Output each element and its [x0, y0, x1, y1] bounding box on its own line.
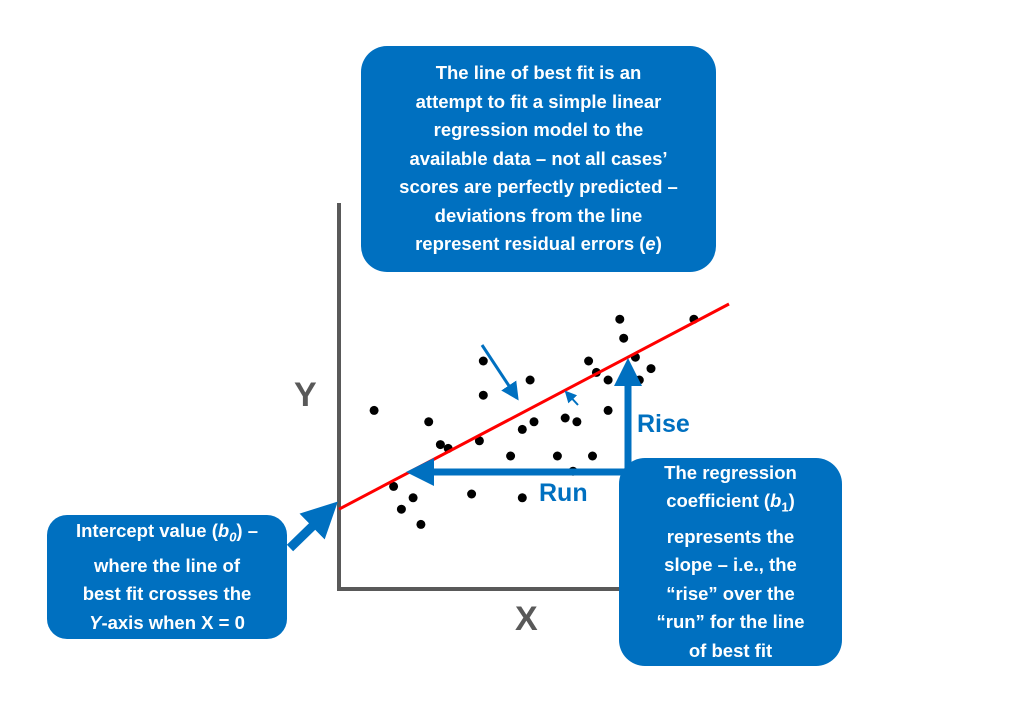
data-point-26 — [603, 375, 613, 385]
residual-symbol: e — [645, 233, 656, 255]
data-point-10 — [474, 436, 484, 446]
callout-intercept: Intercept value (b0) – where the line of… — [47, 515, 287, 639]
callout-best-fit: The line of best fit is an attempt to fi… — [361, 46, 716, 272]
callout-coefficient-line-4: slope – i.e., the — [664, 554, 797, 576]
callout-best-fit-line-3: regression model to the — [433, 119, 644, 141]
callout-coefficient-line-2b: ) — [788, 490, 795, 512]
data-point-2 — [389, 481, 399, 491]
data-point-30 — [634, 375, 644, 385]
callout-intercept-line-4: Y-axis when X = 0 — [76, 609, 258, 638]
callout-coefficient: The regression coefficient (b1) represen… — [619, 458, 842, 666]
x-axis-label: X — [515, 600, 538, 638]
data-point-21 — [572, 417, 582, 427]
best-fit-line — [338, 302, 730, 511]
data-point-1 — [369, 405, 379, 415]
residual-arrow-small — [564, 390, 579, 406]
callout-best-fit-line-1: The line of best fit is an — [435, 62, 642, 84]
run-label: Run — [539, 479, 588, 507]
callout-best-fit-line-2: attempt to fit a simple linear — [415, 90, 662, 112]
callout-intercept-line-3: best fit crosses the — [82, 583, 252, 605]
callout-intercept-line-1: Intercept value (b0) – — [76, 517, 258, 552]
data-point-31 — [646, 364, 656, 374]
callout-coefficient-line-2: coefficient (b1) — [657, 487, 805, 522]
callout-best-fit-line-7-tail: ) — [655, 233, 662, 255]
data-point-9 — [467, 489, 477, 499]
data-point-4 — [408, 493, 418, 503]
callout-intercept-line-1a: Intercept value ( — [75, 519, 218, 541]
callout-intercept-line-2: where the line of — [94, 554, 240, 576]
callout-intercept-line-4-rest: -axis when X = 0 — [101, 611, 245, 633]
callout-coefficient-line-2a: coefficient ( — [666, 490, 771, 512]
callout-best-fit-line-6: deviations from the line — [434, 204, 643, 226]
data-point-12 — [478, 390, 488, 400]
residual-arrow — [480, 344, 519, 401]
intercept-arrow — [286, 501, 338, 552]
y-axis-label: Y — [294, 376, 317, 414]
data-point-22 — [584, 356, 594, 366]
data-point-16 — [525, 375, 535, 385]
coefficient-subscript: 1 — [781, 500, 789, 516]
data-point-6 — [424, 417, 434, 427]
data-point-23 — [588, 451, 597, 461]
callout-best-fit-line-7: represent residual errors (e) — [399, 230, 678, 259]
callout-best-fit-line-7-text: represent residual errors ( — [415, 233, 646, 255]
data-point-14 — [517, 493, 527, 503]
data-point-18 — [552, 451, 562, 461]
data-point-17 — [529, 417, 539, 427]
data-point-11 — [478, 356, 488, 366]
callout-coefficient-line-6: “run” for the line — [656, 611, 805, 633]
callout-best-fit-line-4: available data – not all cases’ — [409, 147, 668, 169]
data-point-27 — [615, 314, 625, 324]
y-axis-symbol: Y — [89, 611, 102, 633]
data-point-19 — [560, 413, 570, 423]
data-point-28 — [619, 333, 629, 343]
data-point-5 — [416, 519, 426, 529]
callout-coefficient-line-7: of best fit — [688, 639, 773, 661]
callout-coefficient-line-5: “rise” over the — [666, 582, 795, 604]
callout-coefficient-line-1: The regression — [664, 461, 797, 483]
data-point-13 — [506, 451, 516, 461]
data-points — [369, 314, 699, 529]
data-point-25 — [603, 405, 613, 415]
intercept-symbol: b — [217, 519, 230, 541]
callout-coefficient-line-3: represents the — [666, 525, 795, 547]
data-point-15 — [517, 424, 527, 434]
callout-intercept-line-1b: ) – — [236, 519, 259, 541]
intercept-subscript: 0 — [229, 529, 237, 545]
callout-best-fit-line-5: scores are perfectly predicted – — [399, 176, 678, 198]
data-point-3 — [396, 504, 406, 514]
coefficient-symbol: b — [770, 490, 782, 512]
data-point-7 — [435, 440, 445, 450]
rise-label: Rise — [637, 410, 690, 438]
